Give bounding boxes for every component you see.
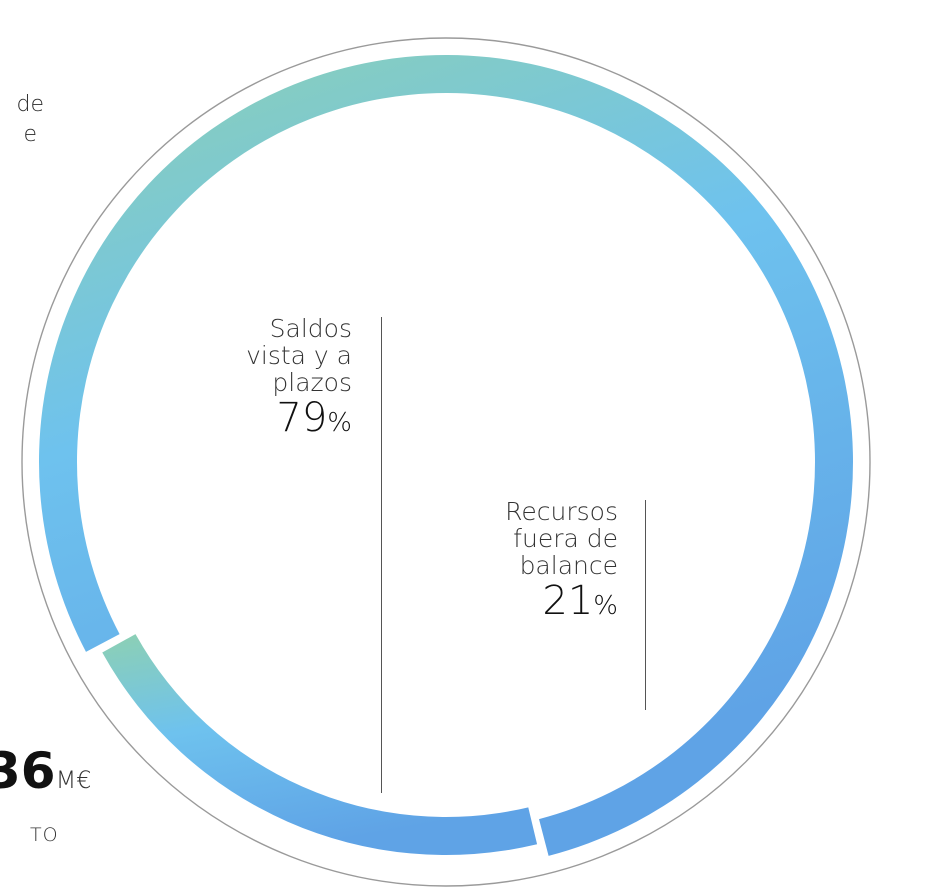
segment-value-recursos-unit: % xyxy=(593,591,618,621)
left-text-line-2: e xyxy=(23,122,37,147)
segment-value-saldos-number: 79 xyxy=(276,395,328,441)
left-text-fragment: de e xyxy=(0,90,45,150)
segment-value-recursos-number: 21 xyxy=(542,578,594,624)
segment-label-saldos-line-2: vista y a xyxy=(246,341,352,370)
segment-label-saldos: Saldos vista y a plazos 79% xyxy=(180,315,352,445)
segment-label-recursos-line-2: fuera de xyxy=(513,524,618,553)
total-value: 36 xyxy=(0,742,56,800)
segment-label-recursos-line-1: Recursos xyxy=(505,497,618,526)
segment-label-saldos-line-3: plazos xyxy=(272,368,352,397)
outer-outline-circle xyxy=(21,37,871,887)
segment-label-saldos-line-1: Saldos xyxy=(269,314,352,343)
total-unit: M€ xyxy=(55,766,92,794)
segment-value-recursos: 21% xyxy=(440,579,618,628)
segment-label-recursos-line-3: balance xyxy=(519,551,618,580)
leader-line-saldos xyxy=(381,317,382,793)
total-amount: 36M€ xyxy=(0,742,92,800)
left-text-line-1: de xyxy=(16,92,45,117)
bottom-caption-fragment: TO xyxy=(30,824,59,846)
segment-value-saldos: 79% xyxy=(180,396,352,445)
segment-label-recursos: Recursos fuera de balance 21% xyxy=(440,498,618,628)
segment-value-saldos-unit: % xyxy=(327,408,352,438)
leader-line-recursos xyxy=(645,500,646,710)
donut-slice-saldos xyxy=(38,55,853,856)
donut-slice-recursos xyxy=(102,634,538,855)
